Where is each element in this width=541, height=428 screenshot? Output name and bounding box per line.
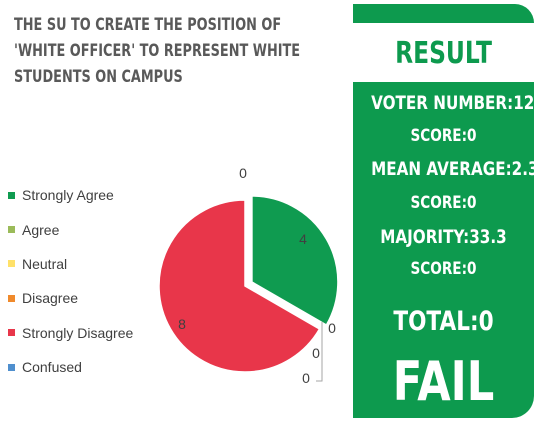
label-leader-line (316, 322, 323, 382)
result-panel: VOTER NUMBER:12 SCORE:0 MEAN AVERAGE:2.3… (353, 82, 541, 418)
majority: MAJORITY:33.3 (380, 226, 507, 248)
legend-item-disagree: Disagree (8, 281, 133, 315)
legend-item-neutral: Neutral (8, 247, 133, 281)
legend-item-strongly-disagree: Strongly Disagree (8, 316, 133, 350)
data-label-agree: 0 (328, 320, 336, 336)
result-heading: RESULT (395, 36, 492, 71)
legend-label: Strongly Disagree (22, 324, 134, 341)
pie-slice-strongly-disagree (158, 199, 321, 373)
score-majority: SCORE:0 (410, 259, 477, 279)
legend-label: Neutral (22, 255, 68, 272)
voter-number: VOTER NUMBER:12 (371, 92, 535, 114)
legend-swatch (8, 363, 15, 371)
data-label-disagree: 0 (302, 370, 310, 386)
data-label-confused: 0 (239, 165, 247, 181)
pie-slice-strongly-agree (251, 195, 339, 327)
legend-label: Strongly Agree (22, 187, 114, 204)
total-score: TOTAL:0 (393, 306, 494, 337)
legend-swatch (8, 294, 15, 302)
data-label-neutral: 0 (312, 345, 320, 361)
legend-label: Disagree (22, 290, 79, 307)
score-voter: SCORE:0 (410, 126, 477, 146)
legend-swatch (8, 226, 15, 234)
legend-item-agree: Agree (8, 212, 133, 246)
legend-swatch (8, 329, 15, 337)
mean-average: MEAN AVERAGE:2.33 (371, 158, 541, 180)
legend-swatch (8, 191, 15, 199)
legend-item-strongly-agree: Strongly Agree (8, 178, 133, 212)
legend-label: Agree (22, 221, 60, 238)
score-mean: SCORE:0 (410, 193, 477, 213)
data-label-strongly-agree: 4 (299, 231, 307, 247)
chart-title: THE SU TO CREATE THE POSITION OF 'WHITE … (14, 15, 301, 86)
result-panel-header-bar (353, 4, 534, 23)
legend-label: Confused (22, 359, 82, 376)
verdict: FAIL (392, 350, 495, 413)
legend-item-confused: Confused (8, 350, 133, 384)
legend-swatch (8, 260, 15, 268)
data-label-strongly-disagree: 8 (178, 316, 186, 332)
chart-legend: Strongly Agree Agree Neutral Disagree St… (8, 178, 133, 384)
